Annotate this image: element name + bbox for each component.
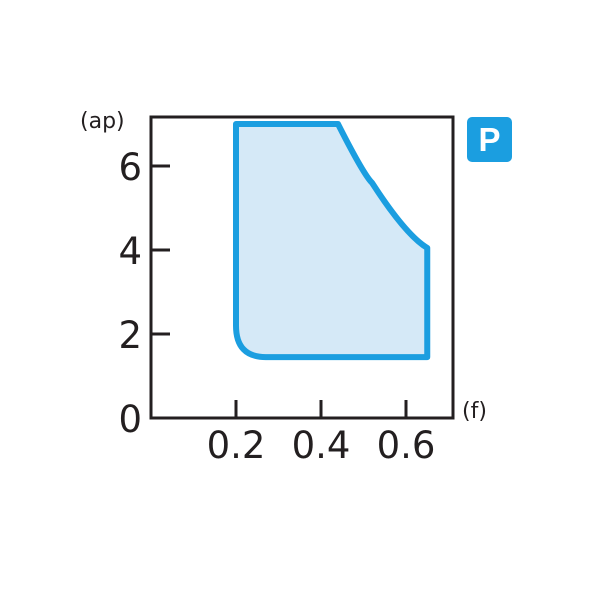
x-tick-label: 0.6 [377, 424, 436, 467]
x-axis-label: (f) [462, 399, 487, 424]
y-tick-label: 2 [118, 314, 142, 357]
plot-frame [149, 115, 455, 420]
svg-text:P: P [478, 121, 500, 158]
grade-badge: P [467, 117, 512, 162]
y-tick-label: 0 [118, 398, 142, 441]
x-tick-label: 0.2 [207, 424, 266, 467]
x-tick-label: 0.4 [292, 424, 351, 467]
y-tick-label: 4 [118, 230, 142, 273]
operating-region [233, 121, 431, 361]
y-axis-label: (ap) [80, 109, 125, 134]
y-tick-label: 6 [118, 146, 142, 189]
